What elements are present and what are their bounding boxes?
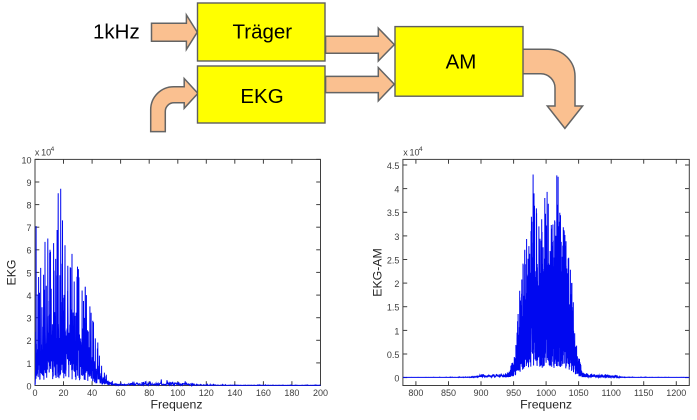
svg-text:4.5: 4.5: [387, 161, 400, 171]
svg-text:1kHz: 1kHz: [93, 21, 140, 44]
svg-text:4: 4: [394, 185, 399, 195]
svg-text:20: 20: [58, 388, 68, 398]
svg-text:10: 10: [21, 155, 31, 165]
svg-text:2: 2: [394, 279, 399, 289]
svg-text:1150: 1150: [634, 388, 653, 398]
svg-text:100: 100: [170, 388, 185, 398]
svg-text:8: 8: [26, 201, 31, 211]
svg-text:3.5: 3.5: [387, 208, 400, 218]
svg-text:10: 10: [410, 147, 420, 157]
svg-text:AM: AM: [446, 51, 477, 74]
svg-text:40: 40: [87, 388, 97, 398]
svg-text:4: 4: [26, 291, 31, 301]
svg-text:60: 60: [116, 388, 126, 398]
svg-text:3: 3: [26, 314, 31, 324]
svg-text:0.5: 0.5: [387, 350, 400, 360]
svg-text:800: 800: [408, 388, 423, 398]
svg-text:6: 6: [26, 246, 31, 256]
svg-text:120: 120: [199, 388, 214, 398]
svg-text:1: 1: [26, 359, 31, 369]
svg-text:3: 3: [394, 232, 399, 242]
svg-text:2: 2: [26, 336, 31, 346]
svg-text:4: 4: [419, 146, 423, 153]
svg-text:180: 180: [284, 388, 299, 398]
svg-text:900: 900: [473, 388, 488, 398]
svg-text:Träger: Träger: [232, 20, 292, 43]
svg-text:5: 5: [26, 268, 31, 278]
svg-text:0: 0: [32, 388, 37, 398]
svg-text:160: 160: [256, 388, 271, 398]
svg-text:7: 7: [26, 223, 31, 233]
svg-text:80: 80: [144, 388, 154, 398]
svg-text:140: 140: [227, 388, 242, 398]
svg-text:EKG-AM: EKG-AM: [371, 248, 385, 297]
svg-text:1200: 1200: [666, 388, 686, 398]
svg-text:1.5: 1.5: [387, 303, 400, 313]
svg-text:950: 950: [506, 388, 521, 398]
svg-text:EKG: EKG: [4, 260, 18, 286]
svg-text:1: 1: [394, 326, 399, 336]
svg-text:200: 200: [313, 388, 328, 398]
svg-text:x: x: [403, 147, 408, 157]
svg-text:1100: 1100: [602, 388, 621, 398]
svg-text:4: 4: [51, 146, 55, 153]
svg-text:1000: 1000: [536, 388, 556, 398]
svg-text:1050: 1050: [569, 388, 589, 398]
svg-text:x: x: [35, 147, 40, 157]
svg-text:2.5: 2.5: [387, 255, 400, 265]
svg-text:850: 850: [441, 388, 456, 398]
svg-text:EKG: EKG: [240, 85, 283, 108]
svg-text:Frequenz: Frequenz: [151, 398, 203, 412]
svg-text:0: 0: [26, 381, 31, 391]
svg-text:Frequenz: Frequenz: [520, 398, 572, 412]
svg-text:10: 10: [41, 147, 51, 157]
svg-text:9: 9: [26, 178, 31, 188]
svg-text:0: 0: [394, 374, 399, 384]
